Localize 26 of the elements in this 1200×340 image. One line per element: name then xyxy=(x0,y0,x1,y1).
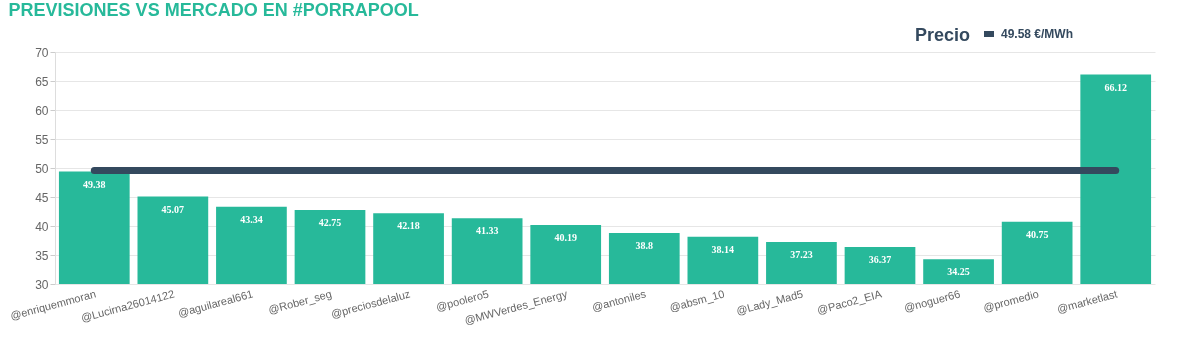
legend-label: 49.58 €/MWh xyxy=(1001,27,1074,41)
y-tick-label: 30 xyxy=(35,277,49,292)
data-label: 42.75 xyxy=(318,217,342,229)
legend-title: Precio xyxy=(915,25,971,45)
data-label: 36.37 xyxy=(868,254,892,266)
data-label: 45.07 xyxy=(161,203,185,215)
y-tick-label: 40 xyxy=(35,219,49,234)
y-tick-label: 45 xyxy=(35,190,49,205)
data-label: 42.18 xyxy=(397,220,420,232)
chart-title: PREVISIONES VS MERCADO EN #PORRAPOOL xyxy=(8,0,419,20)
y-tick-label: 35 xyxy=(35,248,49,263)
data-label: 40.75 xyxy=(1025,228,1049,240)
data-label: 37.23 xyxy=(790,249,813,261)
y-tick-label: 55 xyxy=(35,132,49,147)
data-label: 49.38 xyxy=(83,178,106,190)
y-tick-label: 60 xyxy=(35,103,49,118)
data-label: 38.14 xyxy=(711,243,735,255)
y-tick-label: 50 xyxy=(35,161,49,176)
data-label: 66.12 xyxy=(1104,81,1127,93)
data-label: 43.34 xyxy=(240,213,263,225)
y-tick-label: 70 xyxy=(35,45,49,60)
data-label: 38.8 xyxy=(635,239,654,251)
data-label: 41.33 xyxy=(475,225,499,237)
data-label: 40.19 xyxy=(554,231,577,243)
data-label: 34.25 xyxy=(947,266,970,278)
y-tick-label: 65 xyxy=(35,74,49,89)
